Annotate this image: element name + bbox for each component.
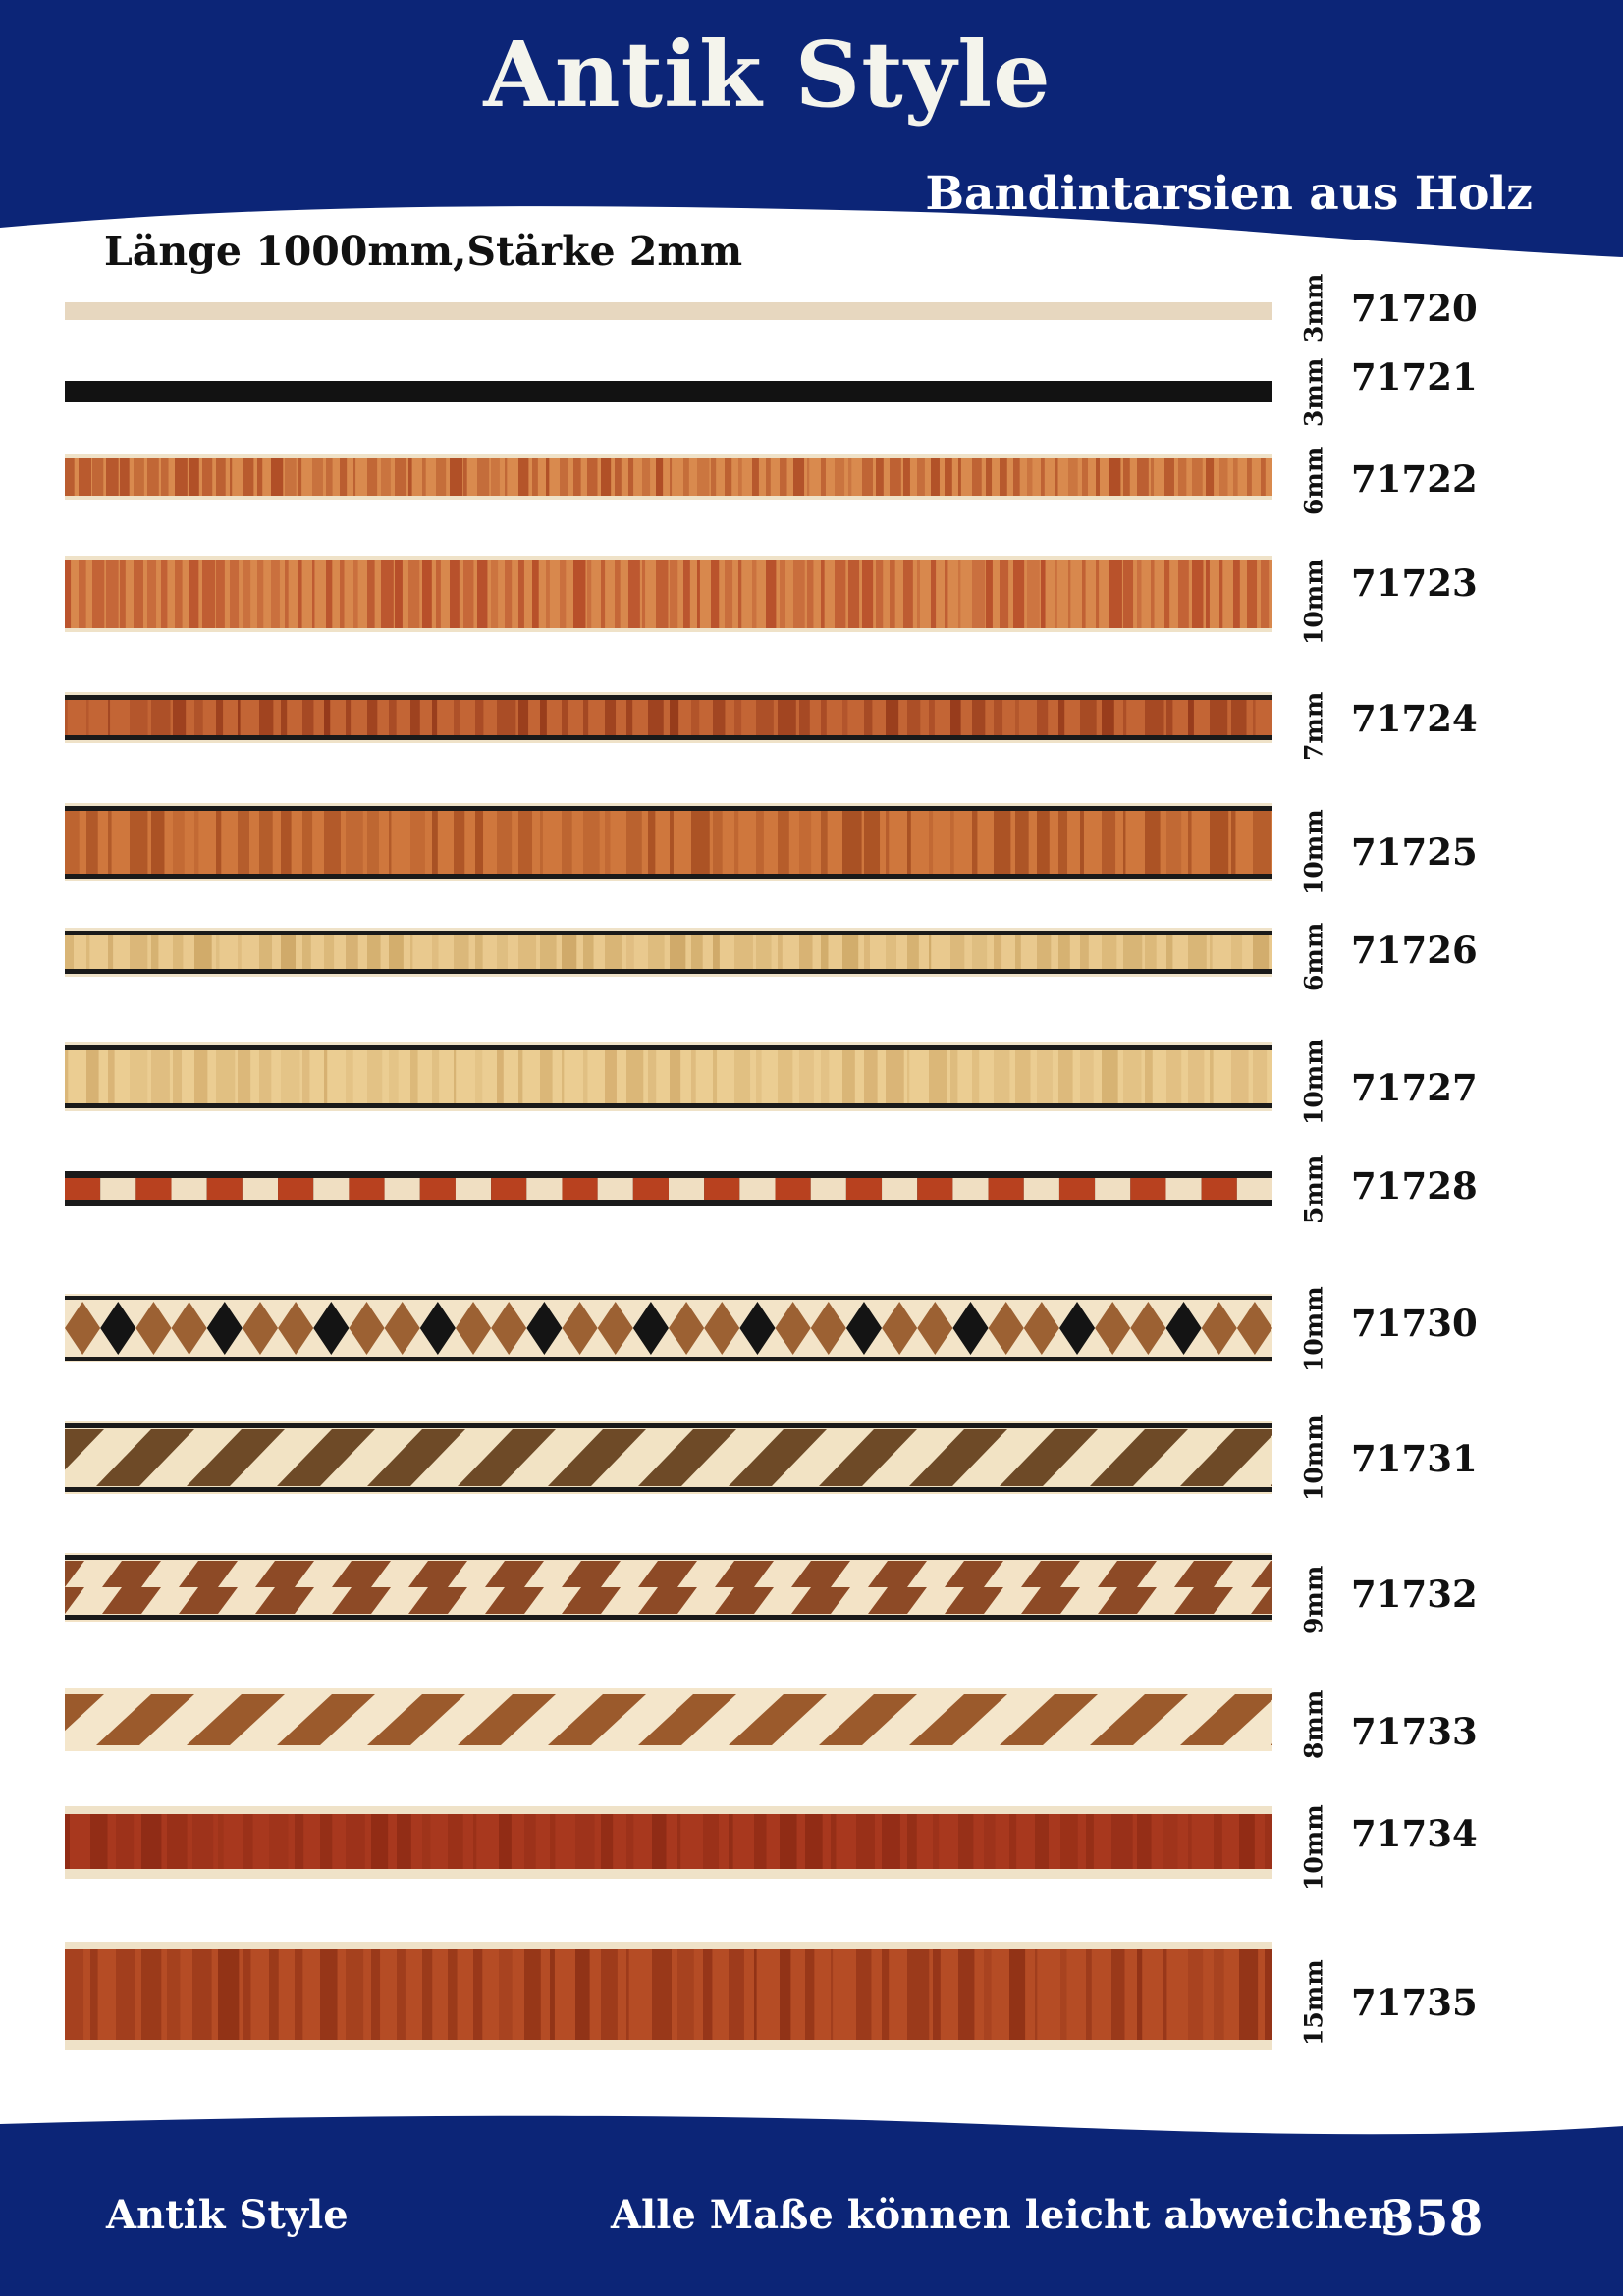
- width-label: 10mm: [1299, 1286, 1328, 1372]
- article-number: 71723: [1351, 561, 1478, 605]
- inlay-strip-71723: [65, 556, 1272, 632]
- header-banner: [0, 0, 1623, 285]
- inlay-strip-71721: [65, 381, 1272, 402]
- width-label: 15mm: [1299, 1959, 1328, 2046]
- inlay-strip-71722: [65, 454, 1272, 500]
- width-label: 10mm: [1299, 1804, 1328, 1891]
- catalog-subtitle: Bandintarsien aus Holz: [925, 167, 1533, 221]
- article-number: 71720: [1351, 287, 1478, 330]
- inlay-strip-71727: [65, 1042, 1272, 1111]
- width-label: 3mm: [1299, 357, 1328, 428]
- strip-pattern: [65, 803, 1272, 881]
- strip-pattern: [65, 454, 1272, 500]
- inlay-strip-71728: [65, 1171, 1272, 1206]
- footer-brand: Antik Style: [106, 2192, 349, 2238]
- width-label: 9mm: [1299, 1565, 1328, 1635]
- width-label: 10mm: [1299, 809, 1328, 895]
- width-label: 6mm: [1299, 922, 1328, 992]
- width-label: 7mm: [1299, 691, 1328, 762]
- article-number: 71730: [1351, 1302, 1478, 1345]
- article-number: 71732: [1351, 1573, 1478, 1616]
- strip-pattern: [65, 381, 1272, 402]
- strip-pattern: [65, 1553, 1272, 1622]
- width-label: 10mm: [1299, 559, 1328, 645]
- inlay-strip-71733: [65, 1688, 1272, 1751]
- article-number: 71721: [1351, 355, 1478, 399]
- inlay-strip-71734: [65, 1806, 1272, 1879]
- article-number: 71734: [1351, 1812, 1478, 1855]
- article-number: 71735: [1351, 1981, 1478, 2024]
- width-label: 5mm: [1299, 1154, 1328, 1225]
- strip-pattern: [65, 302, 1272, 320]
- footer-banner: [0, 2110, 1623, 2296]
- page-number: 358: [1380, 2189, 1484, 2247]
- article-number: 71731: [1351, 1437, 1478, 1480]
- strip-pattern: [65, 1806, 1272, 1879]
- inlay-strip-71726: [65, 928, 1272, 977]
- inlay-strip-71724: [65, 692, 1272, 743]
- article-number: 71725: [1351, 830, 1478, 874]
- inlay-strip-71735: [65, 1942, 1272, 2050]
- inlay-strip-71730: [65, 1294, 1272, 1362]
- strip-pattern: [65, 1171, 1272, 1206]
- strip-pattern: [65, 928, 1272, 977]
- footer-disclaimer: Alle Maße können leicht abweichen: [611, 2192, 1397, 2238]
- width-label: 6mm: [1299, 446, 1328, 516]
- inlay-strip-71731: [65, 1421, 1272, 1494]
- article-number: 71727: [1351, 1066, 1478, 1109]
- strip-pattern: [65, 1294, 1272, 1362]
- article-number: 71733: [1351, 1710, 1478, 1753]
- footer-wave: [0, 2115, 1623, 2296]
- strip-pattern: [65, 1688, 1272, 1751]
- width-label: 10mm: [1299, 1039, 1328, 1125]
- width-label: 3mm: [1299, 273, 1328, 344]
- article-number: 71728: [1351, 1164, 1478, 1207]
- inlay-strip-71725: [65, 803, 1272, 881]
- header-wave: [0, 0, 1623, 257]
- strip-pattern: [65, 1942, 1272, 2050]
- brand-title: Antik Style: [483, 22, 1052, 128]
- width-label: 8mm: [1299, 1689, 1328, 1760]
- strip-pattern: [65, 556, 1272, 632]
- inlay-strip-71720: [65, 302, 1272, 320]
- article-number: 71726: [1351, 929, 1478, 972]
- width-label: 10mm: [1299, 1415, 1328, 1501]
- spec-line: Länge 1000mm,Stärke 2mm: [104, 228, 743, 275]
- strip-pattern: [65, 1421, 1272, 1494]
- article-number: 71722: [1351, 457, 1478, 501]
- strip-pattern: [65, 1042, 1272, 1111]
- strip-pattern: [65, 692, 1272, 743]
- inlay-strip-71732: [65, 1553, 1272, 1622]
- article-number: 71724: [1351, 697, 1478, 740]
